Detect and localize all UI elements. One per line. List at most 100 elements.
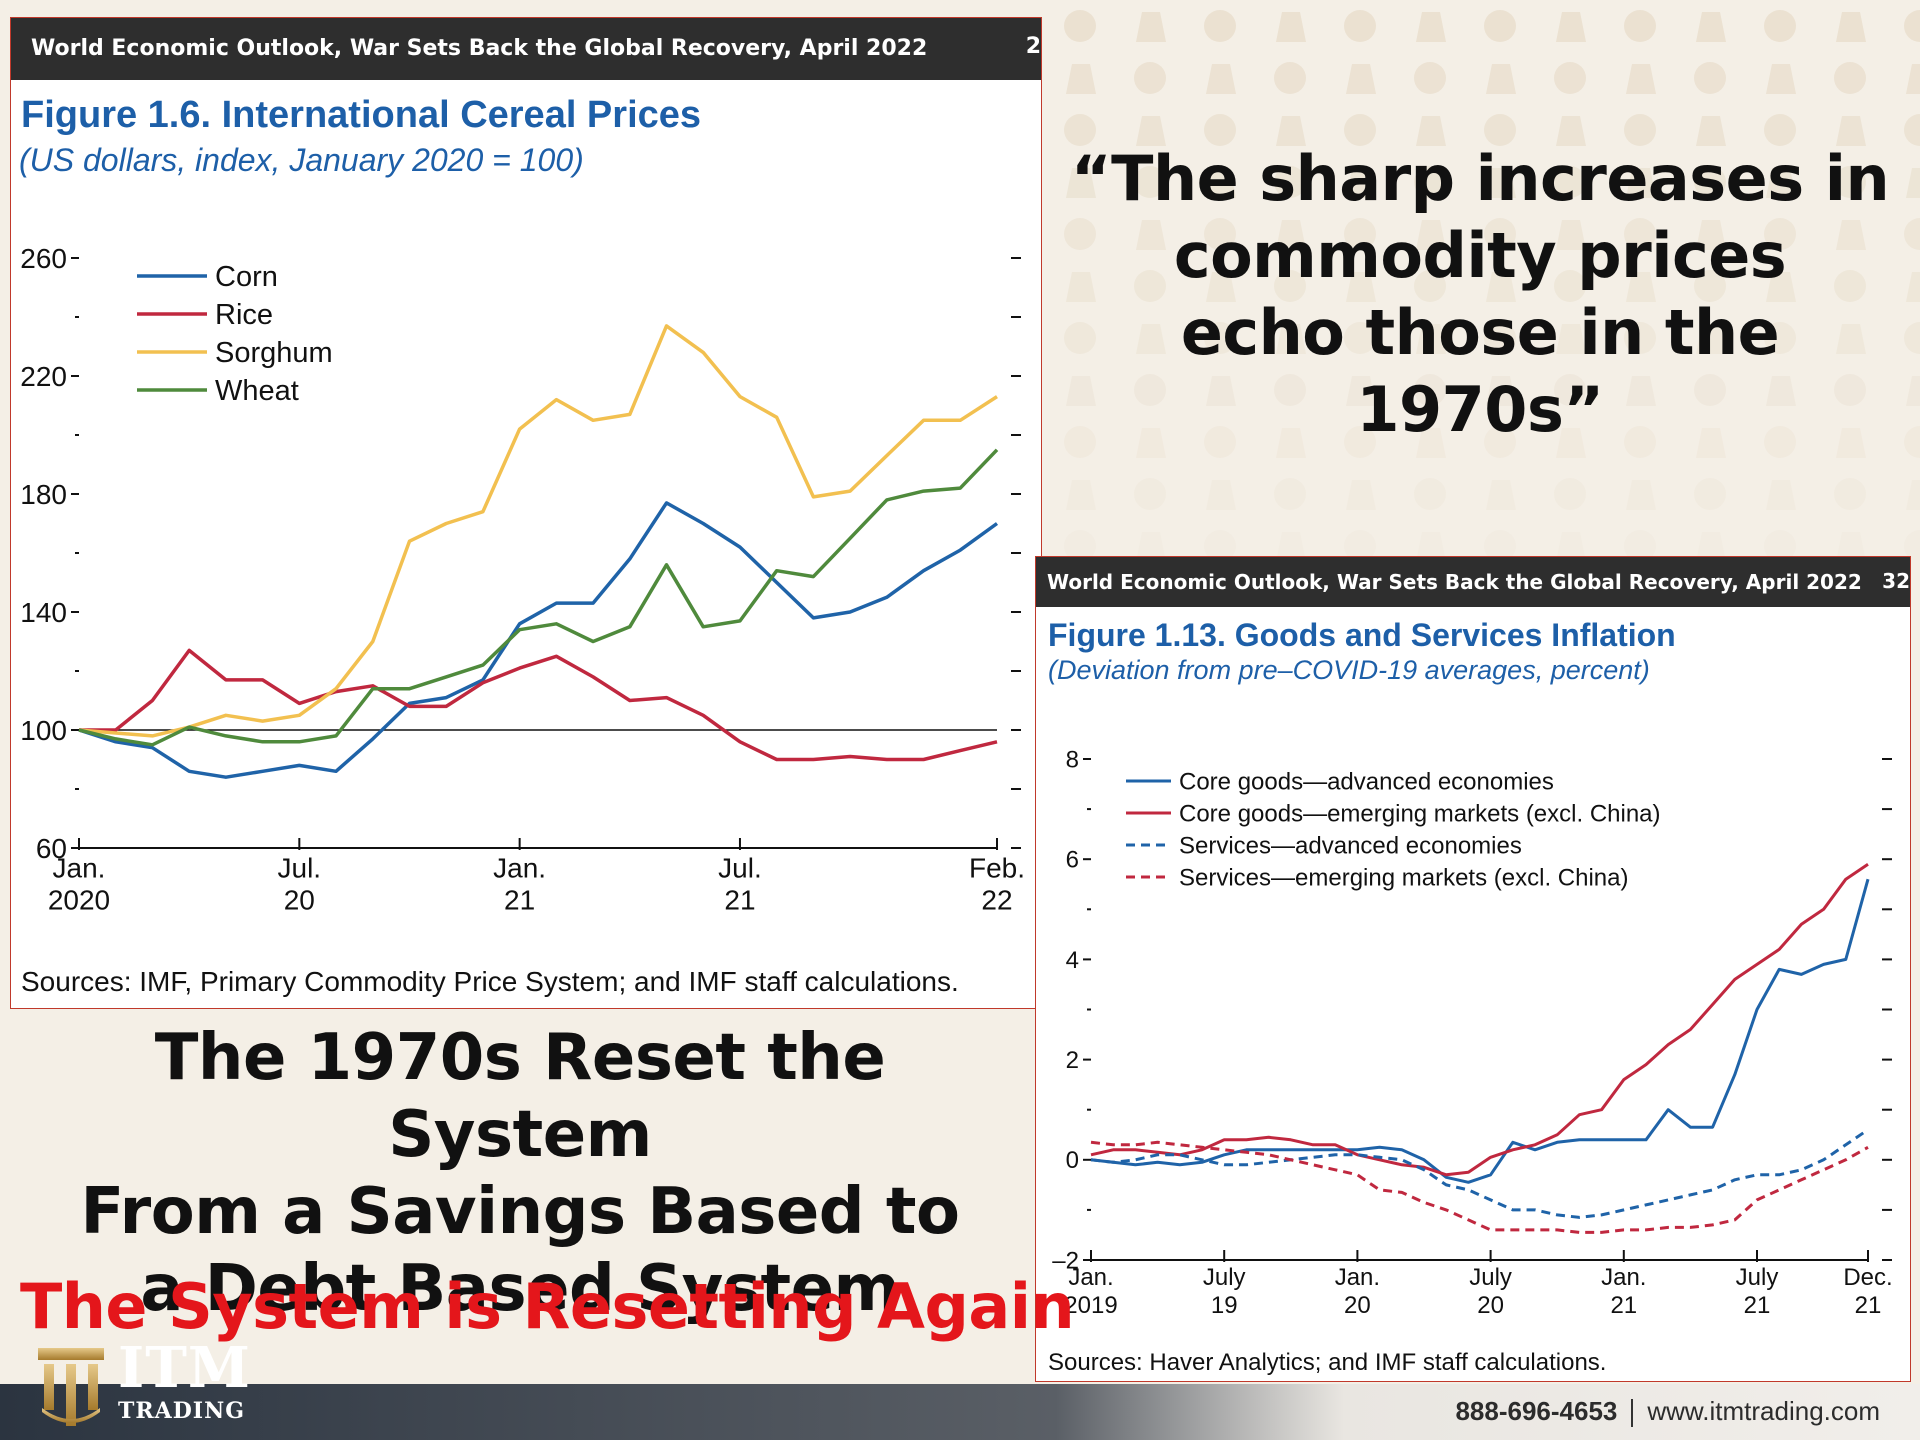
pattern-bar xyxy=(1206,64,1236,94)
pattern-coin xyxy=(1064,218,1096,250)
pattern-coin xyxy=(1624,426,1656,458)
y-tick-label: 180 xyxy=(20,479,67,510)
pattern-coin xyxy=(1064,530,1096,560)
pattern-bar xyxy=(1346,272,1376,302)
pattern-coin xyxy=(1344,322,1376,354)
itm-logo[interactable]: ITM TRADING xyxy=(118,1340,251,1424)
x-tick-label: Jan. xyxy=(1068,1264,1113,1291)
pattern-bar xyxy=(1766,272,1796,302)
pattern-bar xyxy=(1136,12,1166,42)
pattern-coin xyxy=(1694,270,1726,302)
pattern-coin xyxy=(1904,218,1920,250)
pattern-coin xyxy=(1204,426,1236,458)
pattern-coin xyxy=(1554,478,1586,510)
pattern-bar xyxy=(1066,376,1096,406)
quote-text: “The sharp increases in commodity prices… xyxy=(1060,140,1900,448)
pattern-coin xyxy=(1694,374,1726,406)
pattern-bar xyxy=(1556,220,1586,250)
y-tick-label: –2 xyxy=(1052,1247,1079,1274)
pattern-coin xyxy=(1554,166,1586,198)
legend-label: Core goods—emerging markets (excl. China… xyxy=(1179,800,1661,827)
x-tick-label: Jan. xyxy=(1601,1264,1646,1291)
pattern-coin xyxy=(1554,62,1586,94)
headline-line: a Debt Based System xyxy=(140,1252,900,1326)
x-tick-label: Jul. xyxy=(718,852,762,883)
pattern-coin xyxy=(1134,166,1166,198)
pattern-coin xyxy=(1904,426,1920,458)
pattern-bar xyxy=(1346,168,1376,198)
pattern-bar xyxy=(1416,324,1446,354)
figure-1-13-title: Figure 1.13. Goods and Services Inflatio… xyxy=(1048,617,1676,653)
website-link[interactable]: www.itmtrading.com xyxy=(1647,1396,1880,1426)
pattern-coin xyxy=(1204,218,1236,250)
figure-1-13-source-header: World Economic Outlook, War Sets Back th… xyxy=(1047,570,1862,594)
pattern-coin xyxy=(1694,62,1726,94)
pattern-bar xyxy=(1626,272,1656,302)
pattern-bar xyxy=(1626,64,1656,94)
footer-bar xyxy=(0,1384,1920,1440)
legend-label: Wheat xyxy=(215,375,299,407)
pattern-bar xyxy=(1836,428,1866,458)
headline-line: The 1970s Reset the System xyxy=(154,1021,886,1172)
x-tick-label: 22 xyxy=(981,885,1012,916)
pattern-coin xyxy=(1624,114,1656,146)
series-line-services-emerging-markets-excl-china- xyxy=(1090,1140,1869,1234)
quote-line: echo those in the 1970s” xyxy=(1180,296,1780,446)
x-tick-label: July xyxy=(1203,1264,1246,1291)
pattern-bar xyxy=(1416,12,1446,42)
pattern-bar xyxy=(1696,116,1726,146)
pattern-bar xyxy=(1136,324,1166,354)
x-tick-label: Jan. xyxy=(493,852,546,883)
pattern-bar xyxy=(1626,480,1656,510)
headline-red: The System is Resetting Again xyxy=(20,1270,1075,1343)
series-line-sorghum xyxy=(78,324,998,738)
pattern-bar xyxy=(1766,64,1796,94)
pattern-coin xyxy=(1764,426,1796,458)
pattern-bar xyxy=(1556,324,1586,354)
pattern-coin xyxy=(1554,374,1586,406)
pattern-coin xyxy=(1414,374,1446,406)
x-tick-label: 2019 xyxy=(1064,1292,1117,1319)
pattern-coin xyxy=(1204,530,1236,560)
pattern-bar xyxy=(1626,168,1656,198)
pattern-bar xyxy=(1136,532,1166,560)
pattern-coin xyxy=(1904,114,1920,146)
y-tick-label: 8 xyxy=(1066,746,1079,773)
contact-divider xyxy=(1631,1399,1634,1428)
pattern-coin xyxy=(1624,530,1656,560)
pattern-coin xyxy=(1064,322,1096,354)
pattern-bar xyxy=(1276,220,1306,250)
figure-1-6-source-header: World Economic Outlook, War Sets Back th… xyxy=(31,36,928,61)
figure-1-6-header: World Economic Outlook, War Sets Back th… xyxy=(11,18,1041,80)
pattern-bar xyxy=(1416,428,1446,458)
pattern-coin xyxy=(1904,530,1920,560)
pattern-coin xyxy=(1344,218,1376,250)
x-tick-label: Feb. xyxy=(969,852,1025,883)
pattern-coin xyxy=(1134,62,1166,94)
pattern-coin xyxy=(1134,270,1166,302)
legend-label: Sorghum xyxy=(215,337,333,369)
pattern-bar xyxy=(1136,428,1166,458)
background-pattern xyxy=(1064,10,1920,560)
pattern-bar xyxy=(1136,220,1166,250)
pattern-bar xyxy=(1556,116,1586,146)
pattern-bar xyxy=(1836,116,1866,146)
pattern-bar xyxy=(1696,324,1726,354)
x-tick-label: 20 xyxy=(1344,1292,1371,1319)
pattern-coin xyxy=(1274,166,1306,198)
y-tick-label: 0 xyxy=(1066,1147,1079,1174)
pattern-bar xyxy=(1836,532,1866,560)
pattern-coin xyxy=(1484,10,1516,42)
pattern-bar xyxy=(1556,532,1586,560)
pattern-bar xyxy=(1276,532,1306,560)
pattern-bar xyxy=(1416,220,1446,250)
pattern-bar xyxy=(1486,64,1516,94)
pattern-bar xyxy=(1486,376,1516,406)
phone-number[interactable]: 888-696-4653 xyxy=(1455,1396,1618,1426)
pattern-coin xyxy=(1274,270,1306,302)
figure-1-6-subtitle: (US dollars, index, January 2020 = 100) xyxy=(19,142,584,178)
pattern-bar xyxy=(1066,272,1096,302)
series-line-wheat xyxy=(78,448,999,747)
pattern-coin xyxy=(1134,478,1166,510)
pattern-bar xyxy=(1556,428,1586,458)
